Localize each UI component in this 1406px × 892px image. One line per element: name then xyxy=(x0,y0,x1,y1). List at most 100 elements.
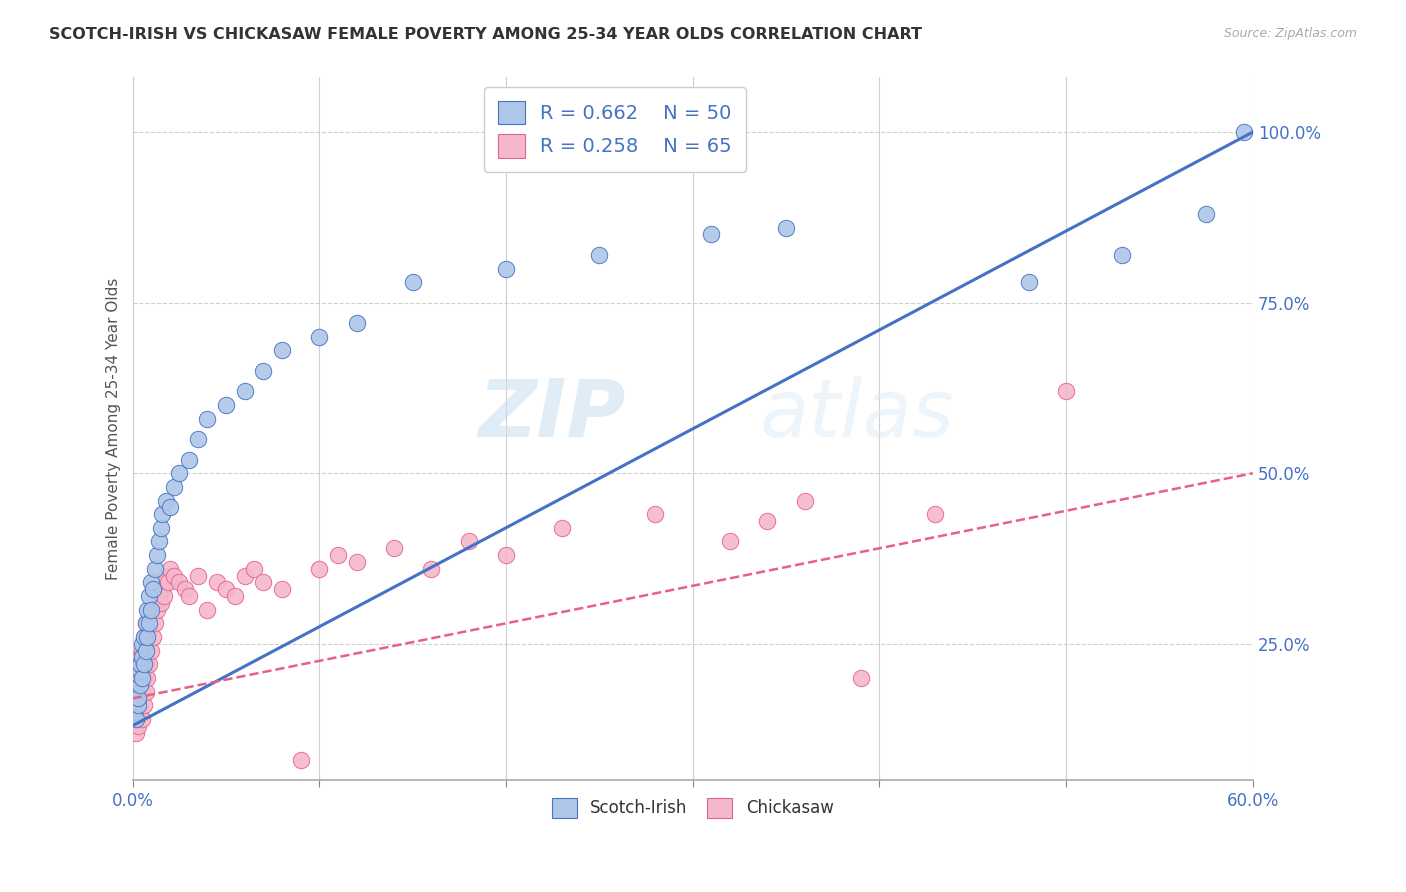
Point xyxy=(129,678,152,692)
Point xyxy=(159,562,181,576)
Point xyxy=(135,684,157,698)
Point xyxy=(775,220,797,235)
Point xyxy=(1232,125,1254,139)
Point xyxy=(138,589,160,603)
Point xyxy=(136,671,159,685)
Point xyxy=(1111,248,1133,262)
Point xyxy=(132,657,155,672)
Point xyxy=(644,507,666,521)
Point xyxy=(135,643,157,657)
Point xyxy=(156,575,179,590)
Point xyxy=(420,562,443,576)
Point xyxy=(146,603,169,617)
Text: atlas: atlas xyxy=(759,376,955,454)
Point xyxy=(270,343,292,358)
Point xyxy=(495,261,517,276)
Point xyxy=(326,548,349,562)
Point xyxy=(149,596,172,610)
Point xyxy=(173,582,195,597)
Point xyxy=(162,480,184,494)
Point xyxy=(718,534,741,549)
Point xyxy=(127,719,149,733)
Point xyxy=(124,705,146,719)
Point xyxy=(131,671,153,685)
Point xyxy=(141,643,163,657)
Point xyxy=(308,562,330,576)
Point xyxy=(153,589,176,603)
Point xyxy=(457,534,479,549)
Point xyxy=(143,616,166,631)
Point xyxy=(136,630,159,644)
Point xyxy=(148,534,170,549)
Point xyxy=(233,568,256,582)
Point xyxy=(382,541,405,556)
Point xyxy=(700,227,723,242)
Point xyxy=(135,616,157,631)
Point xyxy=(125,712,148,726)
Point xyxy=(131,650,153,665)
Point xyxy=(167,467,190,481)
Point xyxy=(793,493,815,508)
Point xyxy=(132,671,155,685)
Text: Source: ZipAtlas.com: Source: ZipAtlas.com xyxy=(1223,27,1357,40)
Point xyxy=(132,698,155,713)
Point xyxy=(346,555,368,569)
Point xyxy=(142,582,165,597)
Point xyxy=(195,603,218,617)
Point xyxy=(195,411,218,425)
Point xyxy=(131,684,153,698)
Point xyxy=(124,712,146,726)
Point xyxy=(124,684,146,698)
Point xyxy=(1054,384,1077,399)
Point xyxy=(162,568,184,582)
Point xyxy=(138,623,160,637)
Point xyxy=(159,500,181,515)
Point xyxy=(136,637,159,651)
Point xyxy=(1018,275,1040,289)
Point xyxy=(346,316,368,330)
Point xyxy=(270,582,292,597)
Point xyxy=(205,575,228,590)
Point xyxy=(177,452,200,467)
Point xyxy=(1195,207,1218,221)
Point xyxy=(495,548,517,562)
Point xyxy=(127,657,149,672)
Point xyxy=(146,548,169,562)
Point xyxy=(131,712,153,726)
Point xyxy=(136,603,159,617)
Point xyxy=(924,507,946,521)
Point xyxy=(141,575,163,590)
Point xyxy=(167,575,190,590)
Point xyxy=(177,589,200,603)
Point xyxy=(127,698,149,713)
Point xyxy=(135,616,157,631)
Point xyxy=(127,671,149,685)
Point xyxy=(551,521,574,535)
Point xyxy=(401,275,423,289)
Point xyxy=(215,582,238,597)
Y-axis label: Female Poverty Among 25-34 Year Olds: Female Poverty Among 25-34 Year Olds xyxy=(107,277,121,580)
Point xyxy=(149,521,172,535)
Text: SCOTCH-IRISH VS CHICKASAW FEMALE POVERTY AMONG 25-34 YEAR OLDS CORRELATION CHART: SCOTCH-IRISH VS CHICKASAW FEMALE POVERTY… xyxy=(49,27,922,42)
Point xyxy=(252,364,274,378)
Point xyxy=(243,562,266,576)
Point xyxy=(129,657,152,672)
Point xyxy=(252,575,274,590)
Point xyxy=(135,657,157,672)
Point xyxy=(155,568,177,582)
Point xyxy=(142,630,165,644)
Point xyxy=(125,698,148,713)
Point xyxy=(148,589,170,603)
Point xyxy=(125,684,148,698)
Point xyxy=(127,691,149,706)
Point xyxy=(129,678,152,692)
Point xyxy=(233,384,256,399)
Point xyxy=(290,753,312,767)
Point xyxy=(308,330,330,344)
Point xyxy=(143,562,166,576)
Point xyxy=(125,671,148,685)
Point xyxy=(215,398,238,412)
Point xyxy=(756,514,779,528)
Point xyxy=(129,650,152,665)
Point xyxy=(224,589,246,603)
